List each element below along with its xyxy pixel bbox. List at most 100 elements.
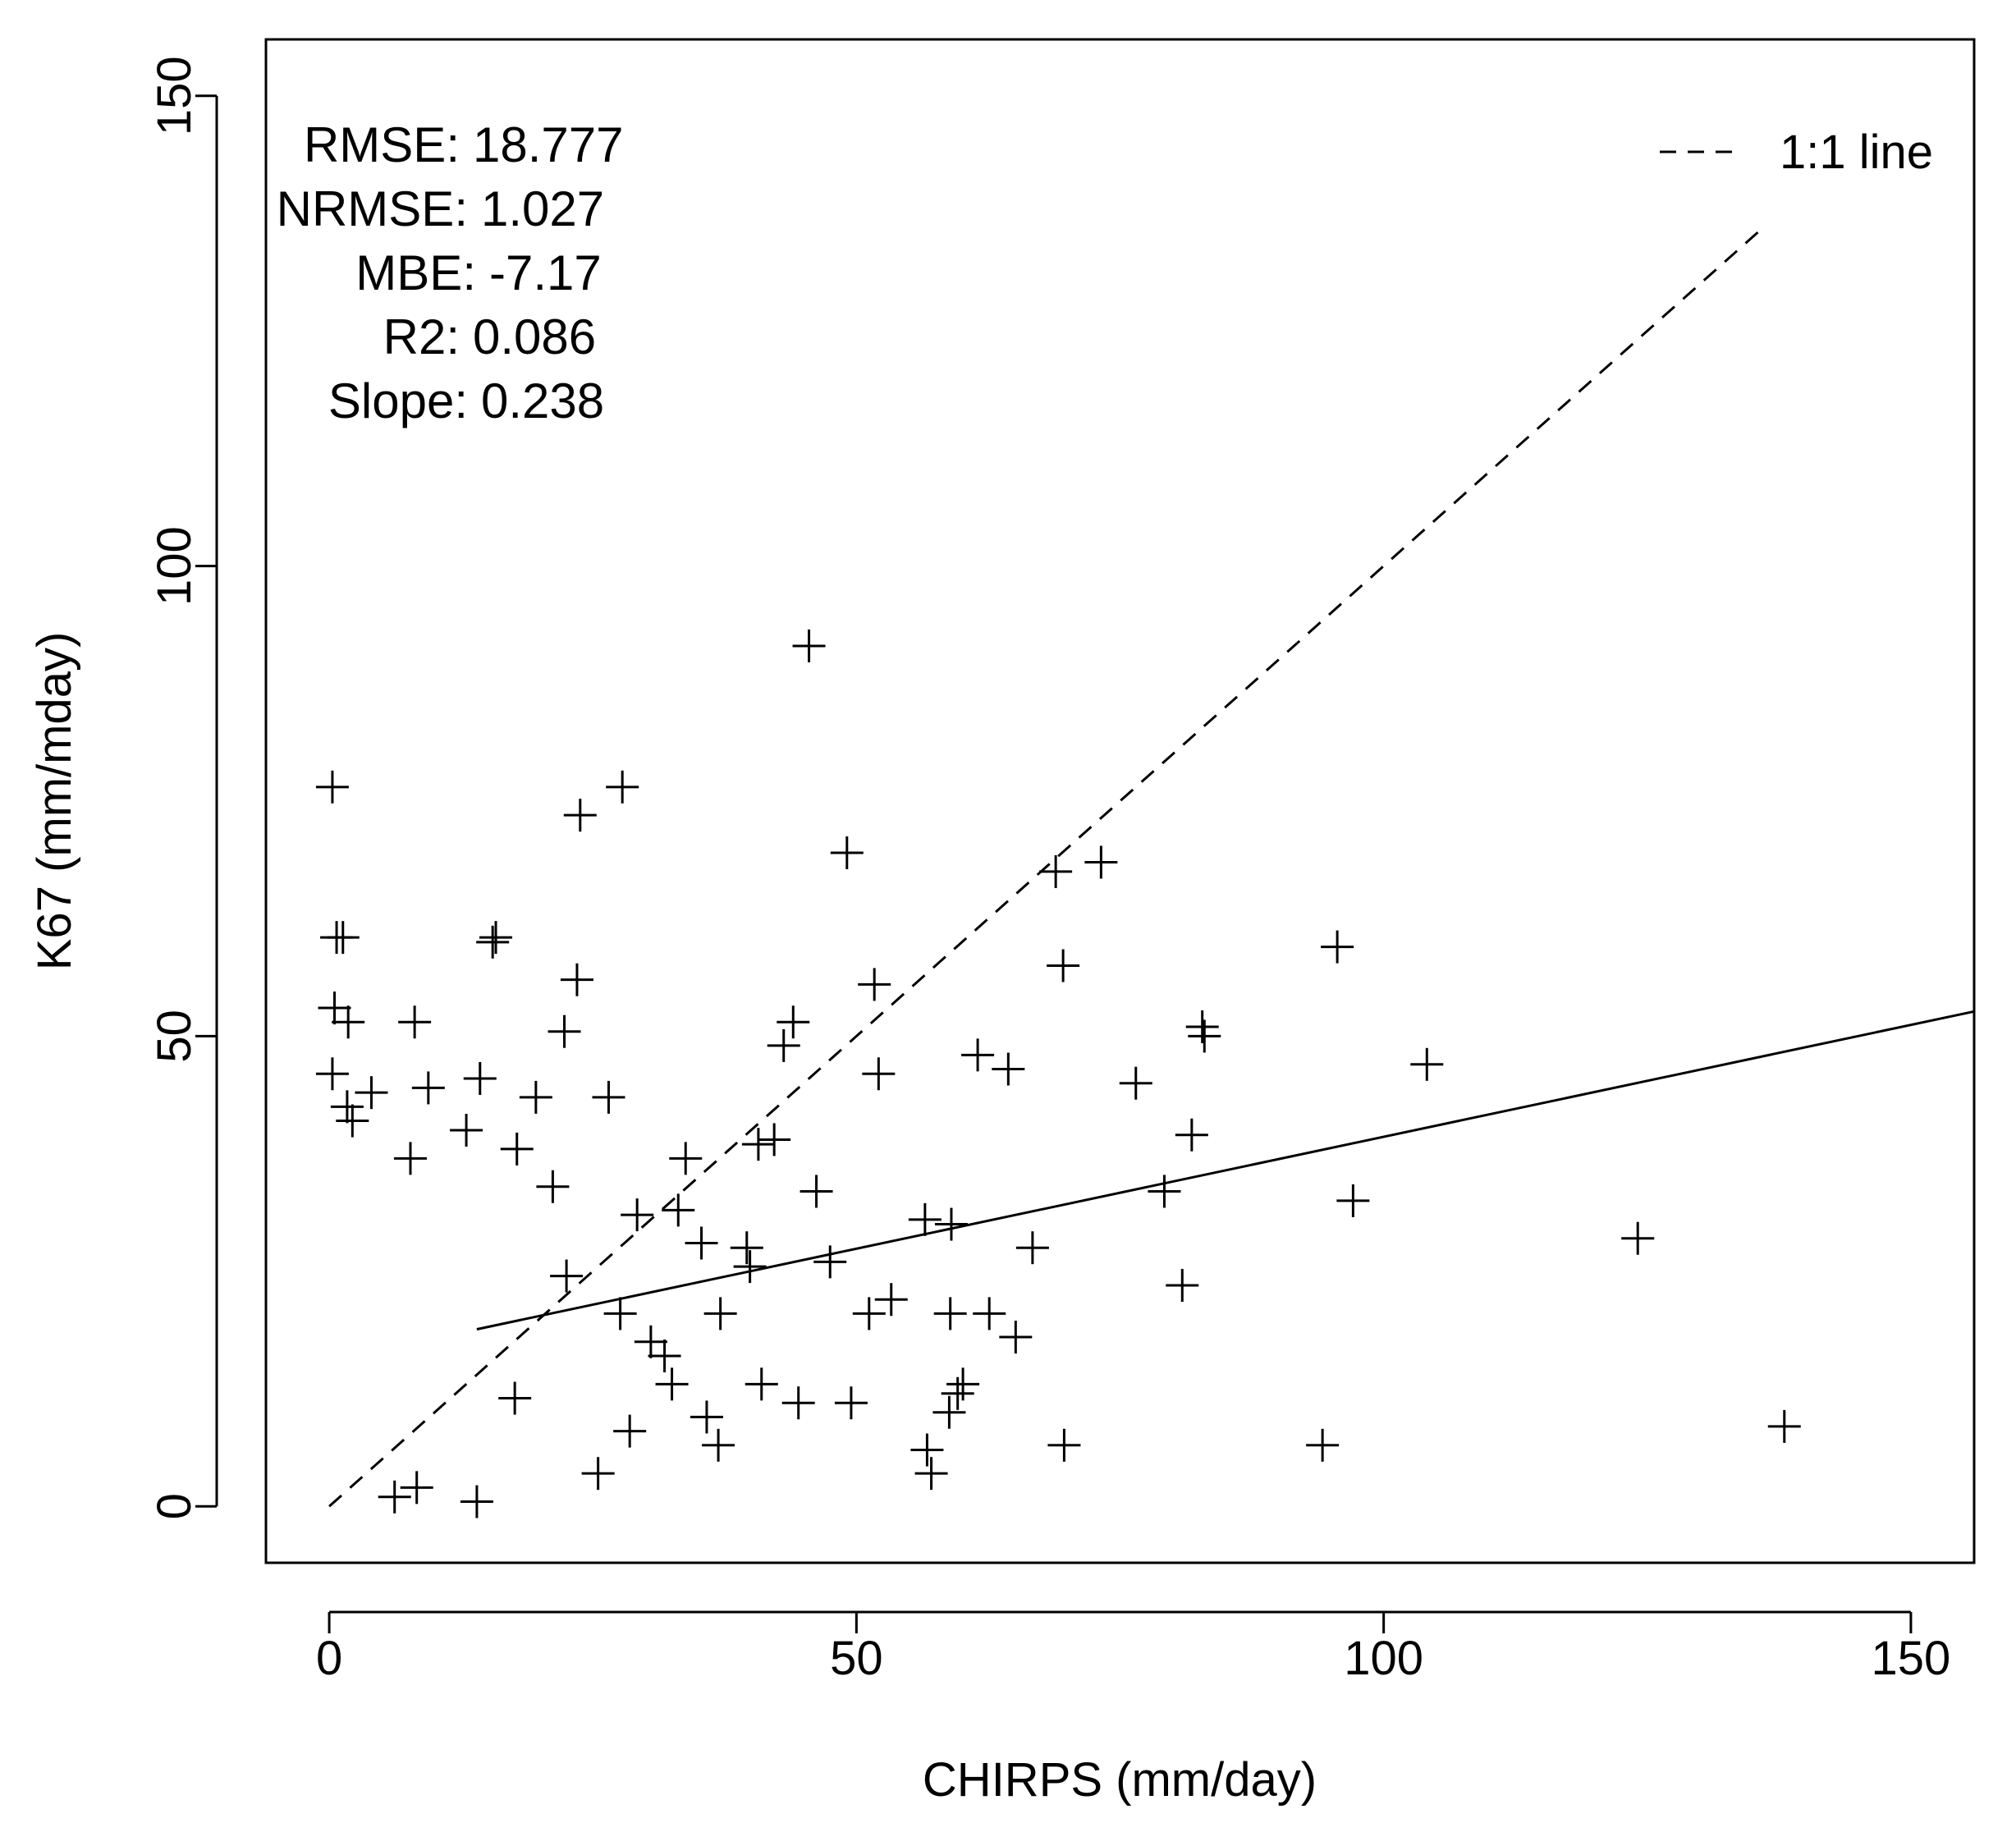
data-points <box>315 629 1801 1518</box>
stat-value: 0.086 <box>473 309 596 364</box>
stat-label: Slope: <box>328 373 468 428</box>
data-point <box>777 1005 810 1039</box>
x-tick-label: 50 <box>830 1632 883 1685</box>
data-point <box>326 921 360 955</box>
data-point <box>730 1231 763 1265</box>
data-point <box>476 925 510 959</box>
stat-value: 0.238 <box>481 373 604 428</box>
data-point <box>1119 1066 1152 1100</box>
x-tick-label: 0 <box>316 1632 342 1685</box>
data-point <box>685 1226 718 1260</box>
data-point <box>398 1005 432 1039</box>
data-point <box>563 799 597 832</box>
data-point <box>1188 1019 1221 1053</box>
data-point <box>315 1057 349 1091</box>
data-point <box>411 1071 445 1105</box>
data-point <box>336 1104 369 1138</box>
data-point <box>603 1297 637 1330</box>
data-point <box>1621 1221 1655 1255</box>
x-tick-label: 100 <box>1344 1632 1423 1685</box>
y-tick-label: 0 <box>148 1493 201 1519</box>
data-point <box>862 1057 896 1091</box>
data-point <box>648 1339 681 1372</box>
data-point <box>1767 1409 1801 1443</box>
data-point <box>536 1170 570 1203</box>
data-point <box>703 1297 737 1330</box>
stat-label: MBE: <box>355 245 476 300</box>
data-point <box>781 1386 815 1420</box>
data-point <box>1015 1231 1049 1265</box>
data-point <box>1047 1428 1081 1462</box>
stat-label: RMSE: <box>304 117 460 172</box>
data-point <box>690 1400 723 1434</box>
data-point <box>999 1321 1033 1354</box>
data-point <box>315 770 349 804</box>
data-point <box>973 1297 1006 1330</box>
data-point <box>1039 854 1073 888</box>
legend-label: 1:1 line <box>1780 126 1933 179</box>
data-point <box>858 968 891 1001</box>
data-point <box>560 963 593 996</box>
data-point <box>702 1428 735 1462</box>
y-tick-label: 100 <box>148 526 201 606</box>
data-point <box>500 1132 534 1166</box>
data-point <box>830 836 864 870</box>
data-point <box>1047 949 1080 982</box>
data-point <box>852 1297 886 1330</box>
stat-label: R2: <box>383 309 460 364</box>
stat-value: 1.027 <box>481 181 604 236</box>
data-point <box>961 1038 995 1072</box>
data-point <box>910 1433 944 1467</box>
data-point <box>400 1471 433 1505</box>
data-point <box>318 992 351 1025</box>
y-tick-label: 50 <box>148 1010 201 1063</box>
y-axis-title: K67 (mm/mday) <box>28 632 81 971</box>
x-tick-label: 150 <box>1872 1632 1951 1685</box>
data-point <box>1084 845 1118 879</box>
data-point <box>813 1245 847 1279</box>
plot-frame <box>264 38 1976 1564</box>
data-point <box>800 1175 833 1208</box>
one-to-one-line <box>328 227 1765 1508</box>
data-point <box>613 1414 647 1448</box>
stat-value: 18.777 <box>473 117 624 172</box>
data-point <box>393 1142 427 1175</box>
stat-value: -7.17 <box>489 245 602 300</box>
data-point <box>874 1283 908 1317</box>
legend: 1:1 line <box>1660 126 1933 179</box>
data-point <box>378 1480 411 1514</box>
data-point <box>581 1457 615 1491</box>
x-axis-title: CHIRPS (mm/day) <box>923 1753 1317 1807</box>
data-point <box>355 1076 388 1110</box>
data-point <box>834 1386 868 1420</box>
stat-label: NRMSE: <box>277 181 468 236</box>
data-point <box>592 1080 625 1114</box>
data-point <box>634 1325 667 1358</box>
regression-line <box>476 1010 1975 1330</box>
data-point <box>908 1202 942 1236</box>
data-point <box>1336 1184 1370 1217</box>
data-point <box>330 1090 364 1124</box>
data-point <box>662 1193 695 1227</box>
data-point <box>460 1485 493 1518</box>
data-point <box>932 1395 966 1429</box>
y-tick-label: 150 <box>148 56 201 135</box>
data-point <box>548 1014 581 1048</box>
data-point <box>519 1080 552 1114</box>
data-point <box>1321 930 1354 964</box>
data-point <box>550 1259 584 1293</box>
data-point <box>479 921 513 955</box>
data-point <box>1306 1428 1340 1462</box>
data-point <box>741 1128 775 1161</box>
data-point <box>1148 1175 1181 1208</box>
data-point <box>992 1052 1025 1086</box>
data-point <box>1166 1269 1199 1303</box>
data-point <box>933 1297 967 1330</box>
data-point <box>946 1367 980 1401</box>
data-point <box>941 1376 974 1410</box>
data-point <box>914 1457 948 1491</box>
y-axis: 0 50 100 150 <box>148 56 218 1519</box>
data-point <box>767 1028 800 1062</box>
